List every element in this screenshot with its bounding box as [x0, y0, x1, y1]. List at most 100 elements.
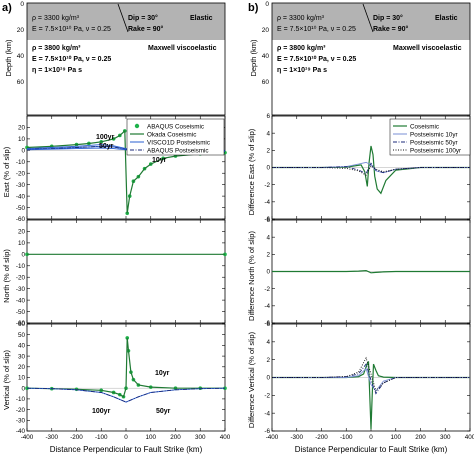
y-tick-label: -60 [16, 320, 26, 327]
y-tick-label: 6 [266, 113, 270, 120]
y-tick-label: 30 [18, 353, 26, 360]
x-tick-label: 200 [415, 434, 426, 441]
chart-b-north: 6 4 2 0 -2 -4 -6 [264, 217, 471, 327]
legend-marker-abaqus-coseismic [134, 123, 140, 129]
y-tick-label: -50 [16, 309, 26, 316]
x-tick-label: 300 [440, 434, 451, 441]
annotation-east-100yr: 100yr [96, 134, 115, 141]
series-line [26, 145, 226, 154]
y-tick-label: -60 [16, 216, 26, 223]
y-tick-label: 50 [18, 332, 26, 339]
series-line [26, 337, 225, 398]
x-tick-label: -400 [21, 434, 34, 441]
depth-tick-label: 20 [17, 27, 25, 34]
fault-line [362, 3, 374, 33]
depth-tick-label: 60 [262, 79, 270, 86]
elastic-density: ρ = 3300 kg/m³ [32, 15, 80, 22]
visco-density: ρ = 3800 kg/m³ [32, 45, 81, 52]
x-tick-label: -200 [315, 434, 328, 441]
dip-label: Dip = 30° [128, 14, 158, 22]
y-tick-label: 60 [18, 321, 26, 328]
y-tick-label: -6 [264, 216, 270, 223]
y-tick-label: -4 [264, 199, 270, 206]
y-tick-label: 20 [18, 364, 26, 371]
plot-frame [26, 219, 226, 324]
x-tick-label: 400 [220, 434, 231, 441]
visco-modulus: E = 7.5×10¹⁰ Pa, ν = 0.25 [277, 55, 356, 63]
series-line [272, 363, 470, 395]
x-tick-label: -400 [266, 434, 279, 441]
fault-line [117, 3, 129, 33]
y-tick-label: 4 [266, 339, 270, 346]
series-line [272, 165, 470, 176]
depth-axis-label: Depth (km) [4, 39, 13, 77]
elastic-layer [27, 3, 225, 40]
elastic-density: ρ = 3300 kg/m³ [277, 15, 325, 22]
depth-tick-label: 60 [17, 79, 25, 86]
series-line [26, 387, 226, 403]
xlabel-b: Distance Perpendicular to Fault Strike (… [295, 445, 448, 454]
y-tick-label: 20 [18, 229, 26, 236]
annotation-vertical-100yr: 100yr [92, 408, 111, 415]
elastic-modulus: E = 7.5×10¹⁰ Pa, ν = 0.25 [32, 25, 111, 33]
elastic-layer [272, 3, 470, 40]
x-tick-label: -200 [70, 434, 83, 441]
ylabel-b-north: Difference North (% of slip) [247, 231, 256, 321]
y-tick-label: -40 [16, 428, 26, 435]
legend-label: ABAQUS Postseismic [147, 148, 209, 155]
x-tick-label: 0 [124, 434, 128, 441]
y-tick-label: -10 [16, 263, 26, 270]
x-tick-label: 100 [145, 434, 156, 441]
depth-tick-label: 20 [262, 27, 270, 34]
series-line [26, 129, 226, 214]
y-tick-label: 2 [266, 357, 270, 364]
y-tick-label: 6 [266, 217, 270, 224]
y-tick-label: 40 [18, 343, 26, 350]
y-tick-label: -6 [264, 428, 270, 435]
annotation-east-50yr: 50yr [99, 143, 114, 150]
y-tick-label: -30 [16, 418, 26, 425]
visco-label: Maxwell viscoelastic [148, 45, 217, 52]
y-tick-label: -30 [16, 182, 26, 189]
visco-viscosity: η = 1×10¹⁹ Pa s [32, 67, 82, 74]
y-tick-label: -40 [16, 193, 26, 200]
visco-viscosity: η = 1×10¹⁹ Pa s [277, 67, 327, 74]
elastic-label: Elastic [190, 15, 213, 22]
y-tick-label: 10 [18, 375, 26, 382]
y-tick-label: 10 [18, 240, 26, 247]
legend-label: VISCO1D Postseismic [147, 140, 210, 147]
legend-label: Okada Coseismic [147, 132, 196, 139]
chart-a-north: 20 10 0 -10 -20 -30 -40 -50 -60 [16, 219, 227, 327]
y-tick-label: -20 [16, 274, 26, 281]
chart-a-east: 20 10 0 -10 -20 -30 -40 -50 -60 [16, 115, 227, 223]
y-tick-label: -4 [264, 410, 270, 417]
depth-tick-label: 0 [265, 1, 269, 8]
series-line [272, 269, 470, 274]
y-tick-label: -10 [16, 159, 26, 166]
y-tick-label: 0 [266, 375, 270, 382]
panel-label-a: a) [2, 2, 12, 14]
x-tick-label: 200 [170, 434, 181, 441]
visco-label: Maxwell viscoelastic [393, 45, 462, 52]
ylabel-a-east: East (% of slip) [2, 146, 11, 197]
chart-b-east: 6 4 2 0 -2 -4 -6 [264, 113, 471, 223]
series-line [272, 356, 470, 392]
x-tick-label: 100 [390, 434, 401, 441]
x-tick-label: 400 [465, 434, 474, 441]
y-tick-label: -2 [264, 286, 270, 293]
ylabel-a-north: North (% of slip) [2, 249, 11, 303]
legend-label: Postseismic 50yr [410, 140, 458, 147]
y-tick-label: 4 [266, 130, 270, 137]
y-tick-label: 0 [21, 148, 25, 155]
depth-tick-label: 0 [20, 1, 24, 8]
y-tick-label: 10 [18, 136, 26, 143]
y-tick-label: 4 [266, 234, 270, 241]
panel-label-b: b) [248, 2, 259, 14]
y-tick-label: 6 [266, 321, 270, 328]
depth-axis-label: Depth (km) [249, 39, 258, 77]
legend-box [389, 118, 471, 156]
depth-tick-label: 40 [262, 53, 270, 60]
legend-label: Coseismic [410, 124, 439, 131]
